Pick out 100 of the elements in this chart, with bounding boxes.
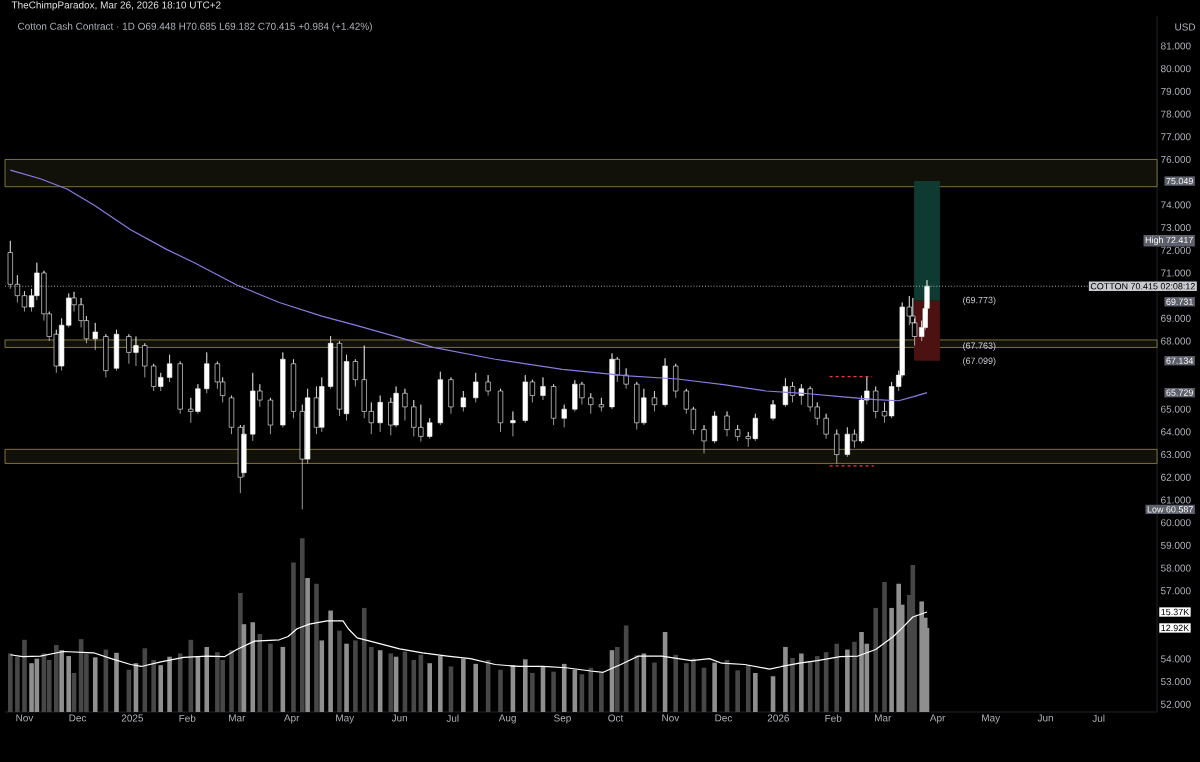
x-tick-label: Sep xyxy=(554,714,571,724)
y-tick-label: High 72.417 xyxy=(1145,236,1193,245)
candlestick xyxy=(823,413,829,439)
y-tick-label: 74.000 xyxy=(1161,201,1191,209)
y-tick-label: 71.000 xyxy=(1161,269,1191,277)
candlestick xyxy=(328,335,334,390)
candlestick xyxy=(834,429,840,464)
x-tick-label: 2026 xyxy=(767,714,789,722)
bar xyxy=(691,658,696,712)
bar xyxy=(834,643,840,712)
y2-tick-label: 12.92K xyxy=(1161,624,1190,632)
x-tick-label: Feb xyxy=(825,714,842,722)
candlestick xyxy=(662,358,668,408)
y-tick-label: 78.000 xyxy=(1161,110,1191,118)
x-tick-label: Dec xyxy=(715,714,733,722)
candlestick xyxy=(510,411,516,437)
bar xyxy=(369,646,374,712)
bar xyxy=(92,657,98,712)
bar xyxy=(712,662,717,712)
candlestick xyxy=(598,397,604,412)
x-tick-label: Mar xyxy=(874,714,892,722)
x-tick-label: Oct xyxy=(608,714,624,722)
bar xyxy=(634,655,640,712)
y-tick-label: 79.000 xyxy=(1161,87,1191,95)
bar xyxy=(790,658,795,712)
x-tick-label: 2025 xyxy=(121,714,144,722)
x-tick-label: Nov xyxy=(16,714,34,722)
bar xyxy=(353,640,358,712)
candlestick xyxy=(712,411,718,444)
bar xyxy=(783,646,788,712)
y-tick-label: 67.134 xyxy=(1166,357,1194,364)
bar xyxy=(411,659,417,712)
x-tick-label: Jul xyxy=(1092,714,1105,722)
annotation: (69.773) xyxy=(963,296,996,305)
candlestick xyxy=(588,392,594,415)
y-tick-label: 63.000 xyxy=(1161,451,1191,459)
candlestick xyxy=(651,390,658,412)
bar xyxy=(151,659,156,712)
y-tick-label: 68.000 xyxy=(1161,337,1191,345)
annotation: (67.763) xyxy=(963,342,996,351)
x-tick-label: Apr xyxy=(283,714,300,724)
bar xyxy=(337,630,342,712)
candlestick xyxy=(166,354,173,383)
bar xyxy=(268,643,273,712)
candlestick xyxy=(352,358,358,387)
bar xyxy=(158,665,164,712)
bar xyxy=(473,663,479,712)
bar xyxy=(522,659,528,712)
candlestick xyxy=(103,333,109,378)
y-tick-label: 69.000 xyxy=(1161,314,1191,322)
y-tick-label: 65.000 xyxy=(1161,405,1191,413)
candlestick xyxy=(290,358,297,419)
candlestick xyxy=(142,343,148,378)
chart-title: TheChimpParadox, Mar 26, 2026 18:10 UTC+2 xyxy=(11,1,221,11)
bar xyxy=(59,650,64,712)
line-series xyxy=(9,611,928,673)
y-tick-label: 76.000 xyxy=(1161,155,1191,163)
line-series xyxy=(9,169,928,402)
x-tick-label: Feb xyxy=(179,714,196,722)
y-tick-label: 59.000 xyxy=(1160,541,1191,549)
candlestick xyxy=(473,372,479,403)
bar xyxy=(799,653,804,712)
candlestick xyxy=(377,395,383,433)
candlestick xyxy=(561,404,567,428)
x-tick-label: May xyxy=(982,714,1001,724)
bar xyxy=(652,662,657,712)
y-tick-label: 54.000 xyxy=(1160,655,1191,663)
y2-tick-label: 15.37K xyxy=(1161,608,1190,616)
bar xyxy=(551,671,556,712)
y-tick-label: 75.049 xyxy=(1166,177,1193,185)
candlestick xyxy=(113,329,120,371)
x-tick-label: Dec xyxy=(69,714,87,722)
bar xyxy=(745,665,751,712)
x-tick-label: Jun xyxy=(391,714,408,722)
y-tick-label: 60.000 xyxy=(1161,519,1191,527)
bar xyxy=(167,656,172,712)
y-tick-label: 52.000 xyxy=(1160,700,1191,708)
candlestick xyxy=(437,371,443,426)
bar xyxy=(328,610,333,712)
bar xyxy=(615,646,620,712)
bar xyxy=(319,640,325,712)
bar xyxy=(814,656,820,712)
candlestick xyxy=(280,352,286,428)
bar xyxy=(852,641,857,712)
bar xyxy=(684,663,689,712)
candlestick xyxy=(448,377,454,415)
y-tick-label: 61.000 xyxy=(1161,496,1191,504)
bar xyxy=(461,658,466,712)
x-tick-label: Jul xyxy=(446,714,459,722)
bar xyxy=(427,663,433,712)
y-tick-label: 62.000 xyxy=(1161,473,1191,481)
bar xyxy=(673,654,678,712)
candlestick xyxy=(770,399,776,421)
bar xyxy=(889,607,894,712)
x-tick-label: Apr xyxy=(929,714,946,724)
candlestick xyxy=(497,388,504,433)
bar xyxy=(882,581,887,712)
bar xyxy=(361,607,367,712)
bar xyxy=(8,653,13,712)
candlestick xyxy=(701,424,707,454)
